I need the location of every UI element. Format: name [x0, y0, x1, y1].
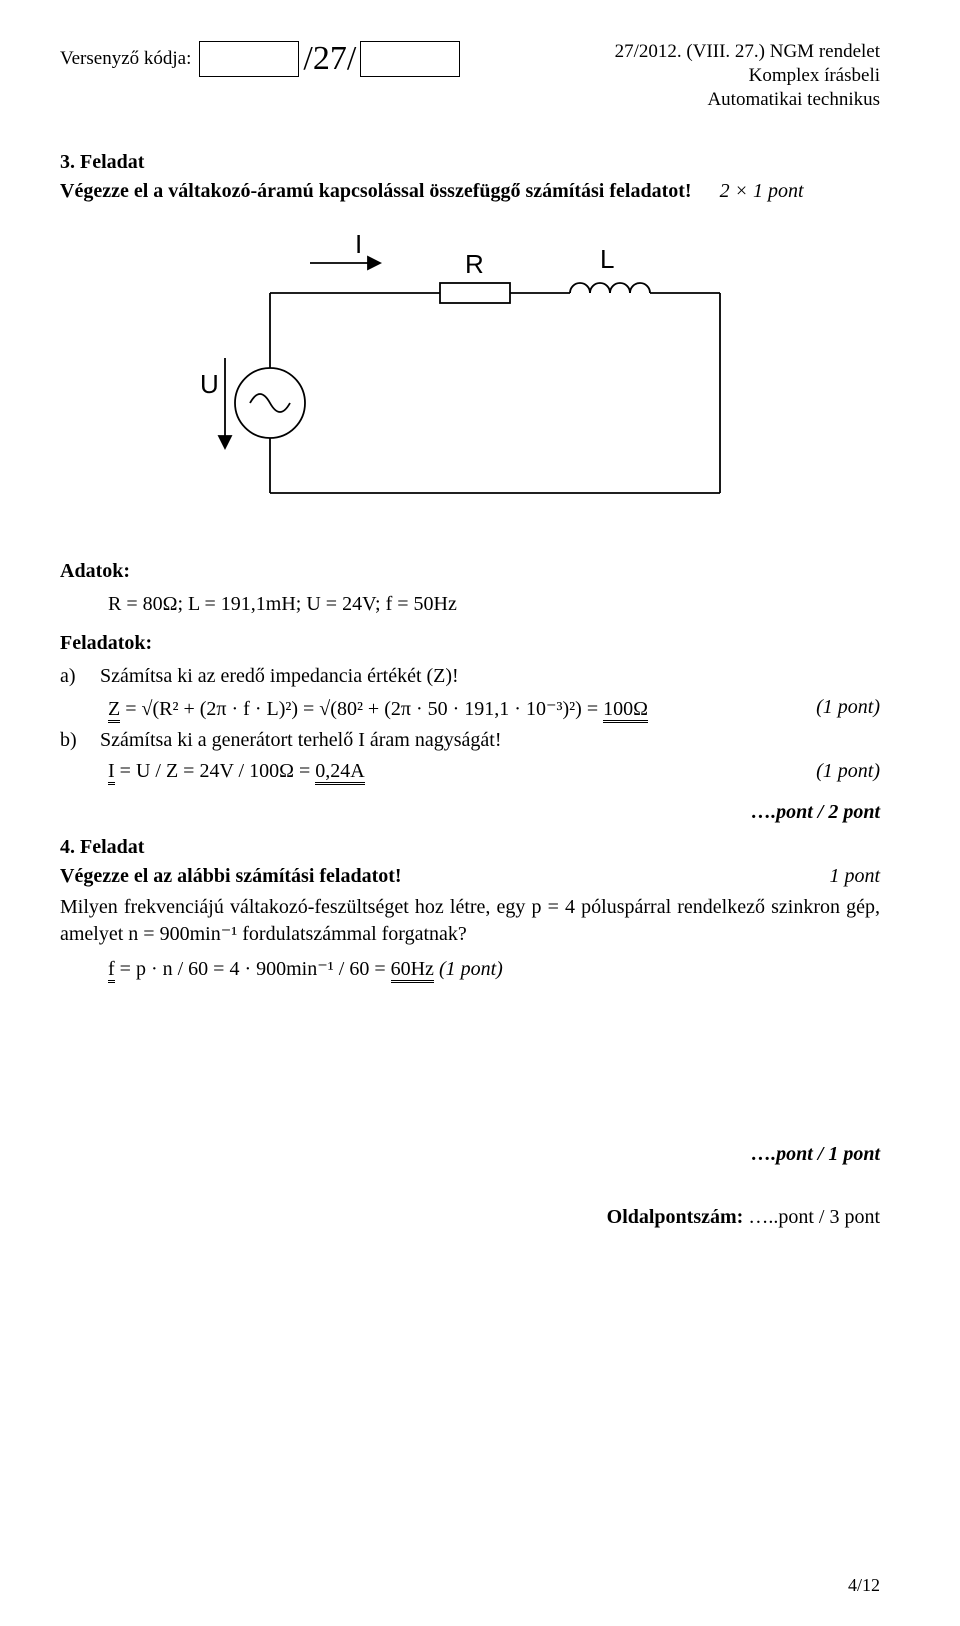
oldal-value: …..pont / 3 pont [748, 1206, 880, 1228]
sub-a-marker: a) [60, 665, 100, 688]
task4-title: Végezze el az alábbi számítási feladatot… [60, 865, 402, 888]
task4-result: 60Hz [391, 958, 434, 983]
center-code: /27/ [299, 40, 360, 78]
sub-a-row: a) Számítsa ki az eredő impedancia érték… [60, 665, 880, 688]
adatok-label: Adatok: [60, 558, 880, 585]
subject-line: Automatikai technikus [615, 88, 880, 112]
page-number: 4/12 [848, 1575, 880, 1596]
task3-number: 3. Feladat [60, 151, 880, 174]
sub-b-marker: b) [60, 729, 100, 752]
sub-b-lhs: I [108, 760, 115, 785]
task4-lhs: f [108, 958, 115, 983]
sub-a-text: Számítsa ki az eredő impedancia értékét … [100, 665, 459, 688]
sub-a-lhs: Z [108, 698, 120, 723]
circuit-label-U: U [200, 369, 219, 399]
exam-type-line: Komplex írásbeli [615, 64, 880, 88]
sub-a-mid: = √(R² + (2π · f · L)²) = √(80² + (2π · … [125, 698, 598, 720]
sub-a-formula: Z = √(R² + (2π · f · L)²) = √(80² + (2π … [60, 696, 880, 721]
task3-points: 2 × 1 pont [720, 180, 804, 202]
task4-formula: f = p · n / 60 = 4 · 900min⁻¹ / 60 = 60H… [60, 956, 880, 983]
sub-a-points: (1 pont) [816, 696, 880, 721]
code-box-left[interactable] [199, 41, 299, 77]
task3-score: ….pont / 2 pont [60, 801, 880, 824]
decree-line: 27/2012. (VIII. 27.) NGM rendelet [615, 40, 880, 64]
circuit-diagram: I R L U [60, 223, 880, 548]
sub-b-formula: I = U / Z = 24V / 100Ω = 0,24A (1 pont) [60, 760, 880, 783]
oldal-row: Oldalpontszám: …..pont / 3 pont [60, 1206, 880, 1229]
code-box-right[interactable] [360, 41, 460, 77]
sub-a-result: 100Ω [603, 698, 648, 723]
header-left: Versenyző kódja: /27/ [60, 40, 460, 78]
feladatok-label: Feladatok: [60, 630, 880, 657]
circuit-label-R: R [465, 249, 484, 279]
task4-score: ….pont / 1 pont [60, 1143, 880, 1166]
task4-title-row: Végezze el az alábbi számítási feladatot… [60, 865, 880, 888]
sub-b-result: 0,24A [315, 760, 364, 785]
header-right: 27/2012. (VIII. 27.) NGM rendelet Komple… [615, 40, 880, 111]
circuit-label-I: I [355, 229, 362, 259]
task4-body: Milyen frekvenciájú váltakozó-feszültség… [60, 894, 880, 948]
circuit-label-L: L [600, 244, 614, 274]
task4-number: 4. Feladat [60, 836, 880, 859]
adatok-value: R = 80Ω; L = 191,1mH; U = 24V; f = 50Hz [60, 591, 880, 618]
task4-formula-points: (1 pont) [439, 958, 503, 980]
sub-b-points: (1 pont) [816, 760, 880, 783]
oldal-label: Oldalpontszám: [607, 1206, 744, 1228]
page-header: Versenyző kódja: /27/ 27/2012. (VIII. 27… [60, 40, 880, 111]
task3-title: Végezze el a váltakozó-áramú kapcsolássa… [60, 180, 692, 202]
task3-title-row: Végezze el a váltakozó-áramú kapcsolássa… [60, 180, 880, 203]
sub-b-row: b) Számítsa ki a generátort terhelő I ár… [60, 729, 880, 752]
sub-b-text: Számítsa ki a generátort terhelő I áram … [100, 729, 502, 752]
competitor-code-label: Versenyző kódja: [60, 48, 191, 70]
task4-mid: = p · n / 60 = 4 · 900min⁻¹ / 60 = [120, 958, 386, 980]
task4-points: 1 pont [829, 865, 880, 888]
sub-b-mid: = U / Z = 24V / 100Ω = [120, 760, 311, 782]
